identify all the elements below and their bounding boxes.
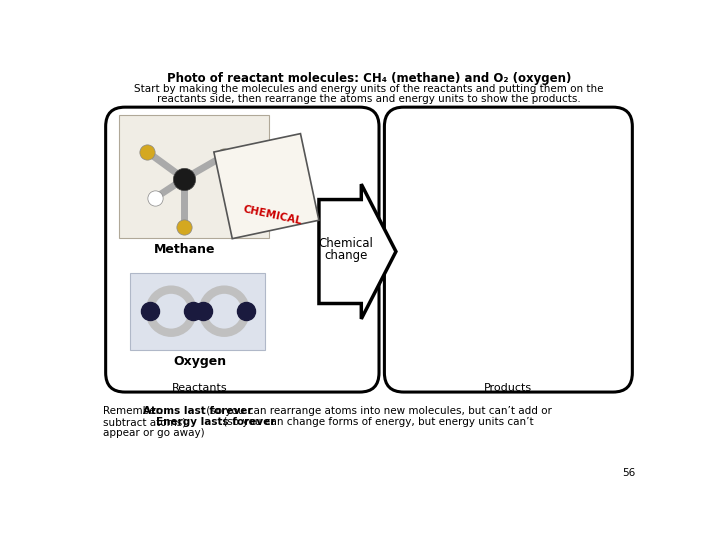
Text: Reactants: Reactants (172, 383, 228, 393)
Bar (214, 133, 319, 239)
Text: Products: Products (484, 383, 531, 393)
Text: reactants side, then rearrange the atoms and energy units to show the products.: reactants side, then rearrange the atoms… (157, 93, 581, 104)
FancyBboxPatch shape (384, 107, 632, 392)
Text: Photo of reactant molecules: CH₄ (methane) and O₂ (oxygen): Photo of reactant molecules: CH₄ (methan… (167, 72, 571, 85)
Text: Remember:: Remember: (102, 406, 166, 416)
Text: appear or go away): appear or go away) (102, 428, 204, 438)
Text: Start by making the molecules and energy units of the reactants and putting them: Start by making the molecules and energy… (134, 84, 604, 94)
Text: (so you can rearrange atoms into new molecules, but can’t add or: (so you can rearrange atoms into new mol… (204, 406, 552, 416)
Text: Oxygen: Oxygen (173, 355, 226, 368)
Text: Atoms last forever: Atoms last forever (143, 406, 252, 416)
Text: Energy lasts forever: Energy lasts forever (156, 417, 276, 427)
Text: 56: 56 (622, 468, 636, 478)
Text: (so you can change forms of energy, but energy units can’t: (so you can change forms of energy, but … (220, 417, 534, 427)
FancyBboxPatch shape (106, 107, 379, 392)
Text: change: change (324, 249, 368, 262)
Text: subtract atoms).: subtract atoms). (102, 417, 192, 427)
Text: CHEMICAL: CHEMICAL (242, 204, 302, 226)
Polygon shape (319, 184, 396, 319)
Text: Methane: Methane (153, 243, 215, 256)
Text: Chemical: Chemical (318, 237, 374, 250)
Bar (130, 273, 265, 350)
Bar (119, 115, 269, 238)
